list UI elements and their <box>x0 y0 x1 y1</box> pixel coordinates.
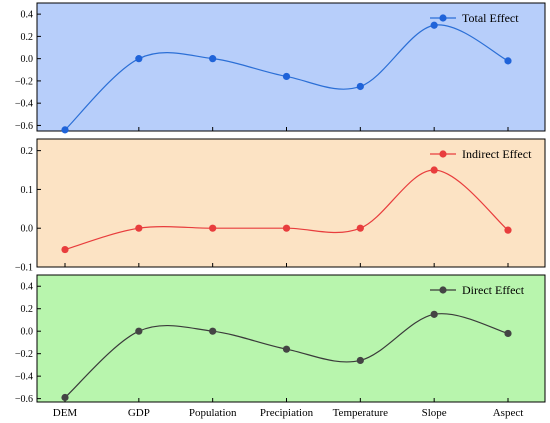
y-tick-label: −0.2 <box>15 76 33 87</box>
data-point <box>209 55 217 63</box>
y-tick-label: 0.4 <box>21 10 34 21</box>
x-tick-label: GDP <box>128 407 150 419</box>
x-tick-label: Population <box>189 407 237 419</box>
plot-area <box>36 274 546 403</box>
y-tick-label: 0.0 <box>21 224 34 235</box>
legend-marker <box>439 286 447 294</box>
data-point <box>430 166 438 174</box>
data-point <box>209 327 217 335</box>
data-point <box>356 224 364 232</box>
legend-label: Indirect Effect <box>462 147 532 161</box>
y-tick-label: −0.4 <box>15 99 33 110</box>
x-tick-label: DEM <box>53 407 78 419</box>
y-tick-label: −0.1 <box>15 263 33 274</box>
data-point <box>504 226 512 234</box>
data-point <box>504 57 512 65</box>
y-tick-label: 0.2 <box>21 146 34 157</box>
chart-panel-1: 0.4 0.2 0.0 −0.2 −0.4 −0.6 Total Effect <box>15 2 546 134</box>
data-point <box>135 55 143 63</box>
data-point <box>282 345 291 353</box>
y-tick-label: −0.4 <box>15 372 33 383</box>
data-point <box>430 310 438 318</box>
y-tick-label: 0.0 <box>21 327 34 338</box>
y-tick-label: −0.6 <box>15 121 33 132</box>
data-point <box>430 21 438 29</box>
x-tick-label: Precipiation <box>260 407 314 419</box>
legend-label: Direct Effect <box>462 283 525 297</box>
data-point <box>61 245 69 254</box>
data-point <box>504 329 512 338</box>
x-tick-label: Temperature <box>333 407 389 419</box>
plot-area <box>36 2 546 132</box>
data-point <box>356 82 364 91</box>
plot-area <box>36 138 546 268</box>
x-tick-label: Slope <box>422 407 447 419</box>
data-point <box>282 72 291 81</box>
data-point <box>61 126 69 134</box>
legend-marker <box>439 150 447 158</box>
chart-panel-3: 0.4 0.2 0.0 −0.2 −0.4 −0.6 Direct Effect DEM GDP… <box>15 274 546 419</box>
data-point <box>282 224 291 232</box>
chart-panel-2: 0.2 0.1 0.0 −0.1 Indirect Effect <box>15 138 546 274</box>
data-point <box>61 393 69 402</box>
data-point <box>135 224 143 232</box>
y-tick-label: 0.2 <box>21 304 34 315</box>
x-tick-label: Aspect <box>493 407 524 419</box>
data-point <box>135 327 143 335</box>
y-tick-label: −0.6 <box>15 394 33 405</box>
y-tick-label: 0.1 <box>21 185 34 196</box>
y-tick-label: 0.2 <box>21 32 34 43</box>
y-tick-label: −0.2 <box>15 349 33 360</box>
legend-marker <box>439 14 447 22</box>
y-tick-label: 0.4 <box>21 282 34 293</box>
legend-label: Total Effect <box>462 11 519 25</box>
y-tick-label: 0.0 <box>21 54 34 65</box>
data-point <box>356 356 364 365</box>
data-point <box>209 224 217 232</box>
